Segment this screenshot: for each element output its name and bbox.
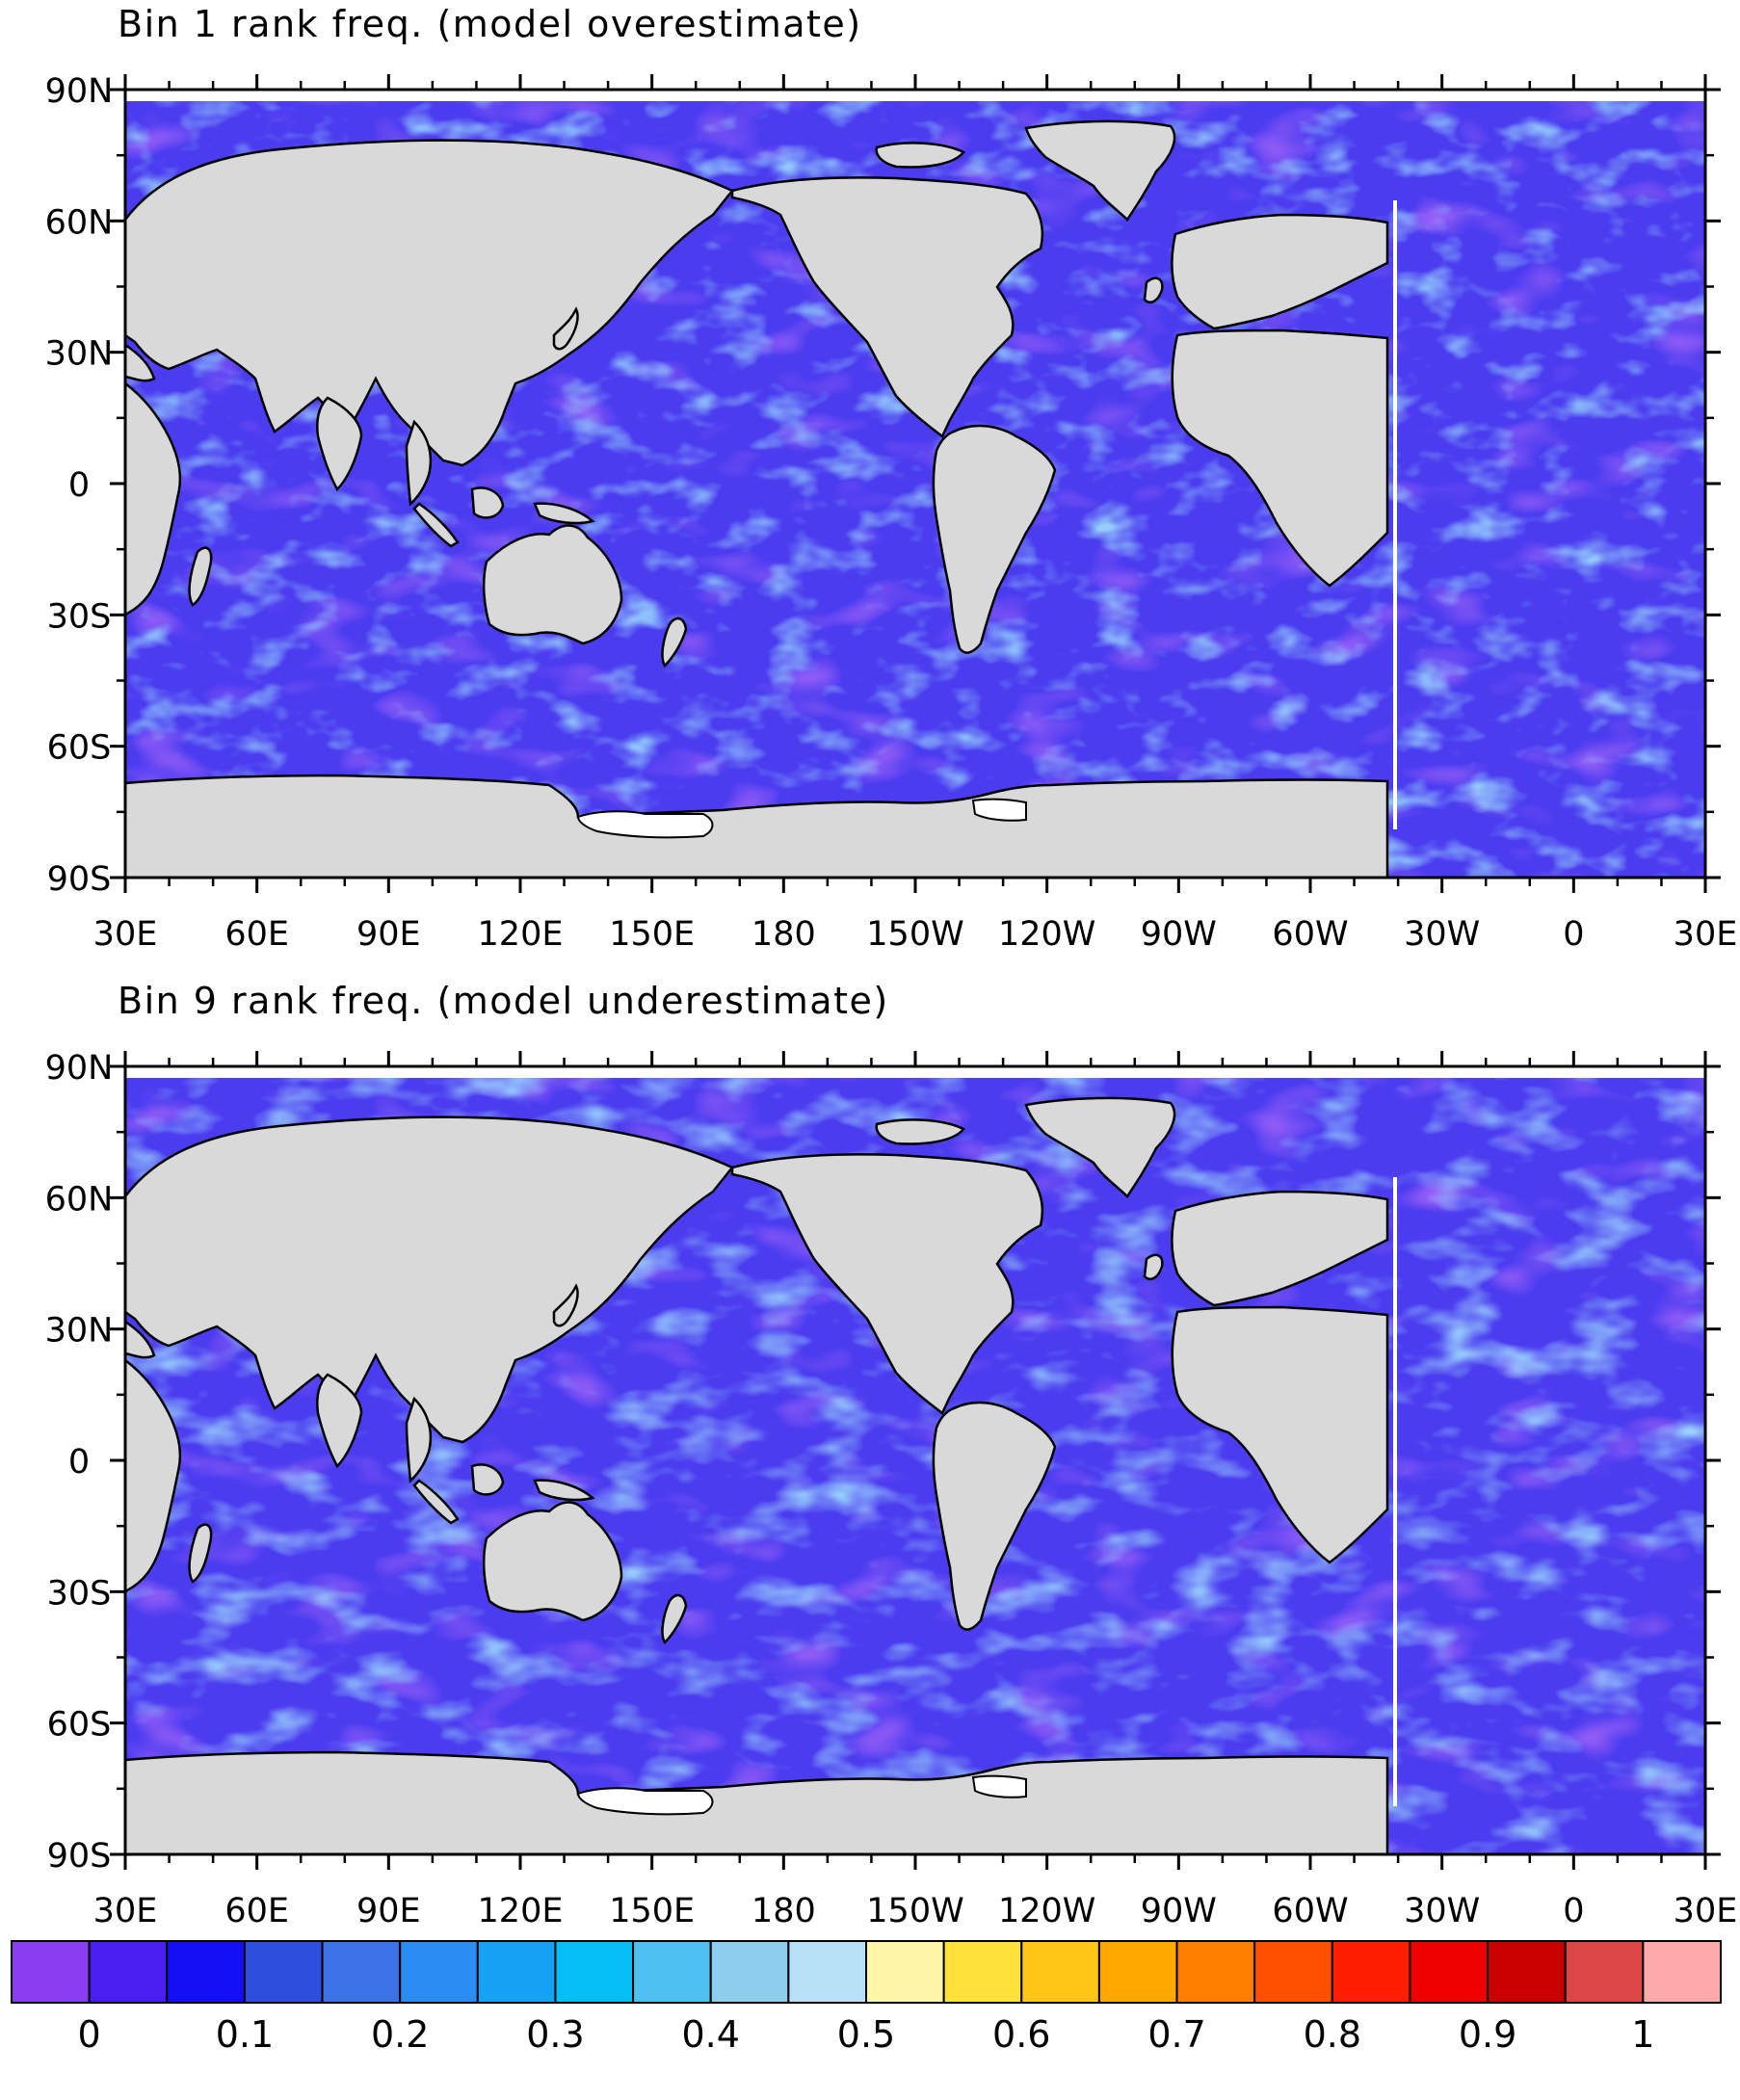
no-data-arctic <box>125 90 1705 101</box>
lon-tick-label: 60E <box>224 1892 289 1930</box>
colorbar-tick-label: 0.4 <box>682 2013 740 2056</box>
lon-tick-label: 30W <box>1404 915 1480 954</box>
panel-title-bin9: Bin 9 rank freq. (model underestimate) <box>118 980 889 1022</box>
colorbar-swatch <box>88 1940 169 2004</box>
lon-tick-label: 180 <box>751 1892 816 1930</box>
colorbar-swatch <box>11 1940 91 2004</box>
lon-tick-label: 120W <box>998 1892 1095 1930</box>
lat-tick-label: 60N <box>45 203 114 242</box>
colorbar-tick-label: 0.8 <box>1304 2013 1361 2056</box>
colorbar-tick-label: 0.9 <box>1459 2013 1516 2056</box>
colorbar-tick-label: 0 <box>78 2013 101 2056</box>
lat-tick-label: 90S <box>47 1837 112 1876</box>
lon-tick-label: 120W <box>998 915 1095 954</box>
no-data-arctic <box>125 1066 1705 1078</box>
colorbar-swatch <box>709 1940 790 2004</box>
lon-tick-label: 30E <box>1674 1892 1738 1930</box>
colorbar-swatch <box>1564 1940 1645 2004</box>
colorbar-swatch <box>787 1940 868 2004</box>
lon-tick-label: 0 <box>1563 915 1584 954</box>
colorbar-swatch <box>1409 1940 1490 2004</box>
colorbar-swatch <box>1253 1940 1333 2004</box>
colorbar-swatch <box>243 1940 324 2004</box>
lat-tick-label: 30S <box>47 1574 112 1613</box>
lon-tick-label: 150E <box>609 1892 695 1930</box>
colorbar-swatch <box>1097 1940 1178 2004</box>
colorbar-swatch <box>476 1940 557 2004</box>
colorbar: 0 0.1 0.2 0.3 0.4 0.5 0.6 0.7 0.8 0.9 1 <box>11 1940 1723 2056</box>
lat-tick-label: 30N <box>45 335 114 374</box>
lon-tick-label: 60W <box>1272 915 1348 954</box>
colorbar-tick-label: 0.6 <box>992 2013 1050 2056</box>
lon-tick-label: 150W <box>866 915 963 954</box>
colorbar-swatch <box>942 1940 1023 2004</box>
lon-tick-label: 30E <box>93 915 158 954</box>
lon-tick-label: 60E <box>224 915 289 954</box>
panel-title-bin1: Bin 1 rank freq. (model overestimate) <box>118 3 862 45</box>
lat-tick-label: 30S <box>47 597 112 636</box>
lon-tick-label: 30W <box>1404 1892 1480 1930</box>
lat-tick-label: 60S <box>47 729 112 768</box>
colorbar-swatch <box>1331 1940 1411 2004</box>
colorbar-swatch <box>166 1940 246 2004</box>
lon-tick-label: 120E <box>478 1892 564 1930</box>
lat-tick-label: 30N <box>45 1312 114 1351</box>
map-panel-bin1: 90N 60N 30N 0 30S 60S 90S 30E 60E 90E 120E 150E 180… <box>45 72 1738 954</box>
colorbar-swatch <box>1020 1940 1100 2004</box>
lat-tick-label: 90S <box>47 860 112 899</box>
lon-tick-label: 180 <box>751 915 816 954</box>
colorbar-tick-label: 0.3 <box>526 2013 584 2056</box>
colorbar-swatch <box>865 1940 945 2004</box>
lon-tick-label: 90E <box>356 915 421 954</box>
colorbar-swatch <box>321 1940 402 2004</box>
colorbar-swatch <box>554 1940 635 2004</box>
lon-tick-label: 150W <box>866 1892 963 1930</box>
lon-tick-label: 90W <box>1141 1892 1217 1930</box>
lon-tick-label: 90W <box>1141 915 1217 954</box>
lon-tick-label: 120E <box>478 915 564 954</box>
map-panel-bin9: 90N 60N 30N 0 30S 60S 90S 30E 60E 90E 120E 150E 180… <box>45 1049 1738 1930</box>
colorbar-tick-label: 0.5 <box>837 2013 895 2056</box>
colorbar-tick-label: 1 <box>1631 2013 1654 2056</box>
lon-tick-label: 30E <box>1674 915 1738 954</box>
lat-tick-label: 90N <box>45 1049 114 1088</box>
colorbar-swatch <box>399 1940 479 2004</box>
colorbar-tick-label: 0.7 <box>1147 2013 1205 2056</box>
lon-tick-label: 150E <box>609 915 695 954</box>
lon-tick-label: 60W <box>1272 1892 1348 1930</box>
lon-tick-label: 0 <box>1563 1892 1584 1930</box>
colorbar-tick-label: 0.2 <box>371 2013 429 2056</box>
colorbar-swatch <box>1487 1940 1567 2004</box>
colorbar-swatch <box>632 1940 712 2004</box>
lat-tick-label: 0 <box>68 1443 90 1482</box>
lat-tick-label: 0 <box>68 466 90 505</box>
colorbar-swatch <box>1642 1940 1723 2004</box>
lat-tick-label: 60N <box>45 1180 114 1219</box>
lat-tick-label: 90N <box>45 72 114 111</box>
lon-tick-label: 30E <box>93 1892 158 1930</box>
lon-tick-label: 90E <box>356 1892 421 1930</box>
lat-tick-label: 60S <box>47 1706 112 1745</box>
colorbar-tick-label: 0.1 <box>216 2013 274 2056</box>
colorbar-swatch <box>1175 1940 1256 2004</box>
